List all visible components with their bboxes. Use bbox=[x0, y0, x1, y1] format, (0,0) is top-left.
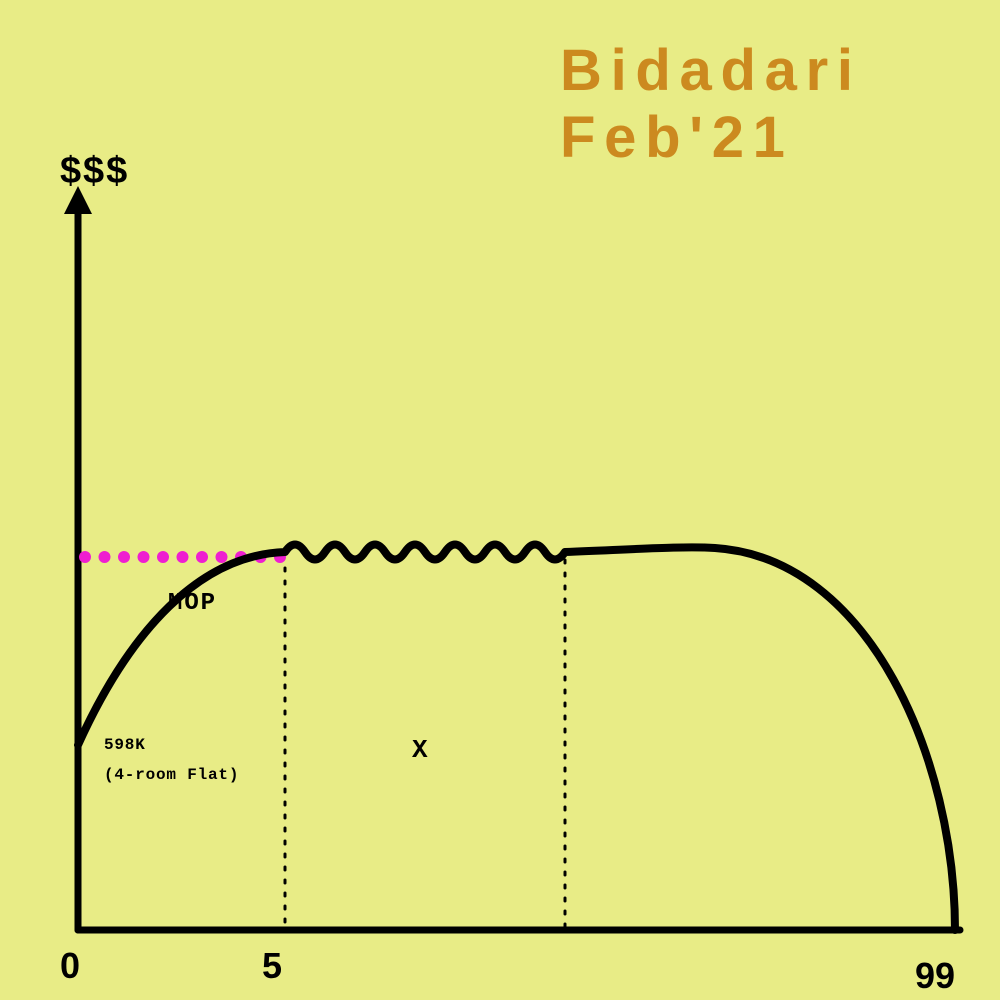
price-annotation: 598K (4-room Flat) bbox=[104, 730, 239, 791]
price-line-1: 598K bbox=[104, 730, 239, 760]
price-line-2: (4-room Flat) bbox=[104, 760, 239, 790]
title-line-2: Feb'21 bbox=[560, 105, 862, 172]
chart-canvas: Bidadari Feb'21 $$$ 0 5 99 MOP 598K (4-r… bbox=[0, 0, 1000, 1000]
y-axis-label: $$$ bbox=[60, 150, 129, 193]
chart-title: Bidadari Feb'21 bbox=[560, 38, 862, 171]
x-tick-99: 99 bbox=[915, 955, 955, 997]
title-line-1: Bidadari bbox=[560, 38, 862, 105]
x-tick-5: 5 bbox=[262, 945, 282, 987]
mop-annotation: MOP bbox=[168, 590, 217, 617]
x-region-marker: X bbox=[412, 735, 428, 765]
x-tick-0: 0 bbox=[60, 945, 80, 987]
